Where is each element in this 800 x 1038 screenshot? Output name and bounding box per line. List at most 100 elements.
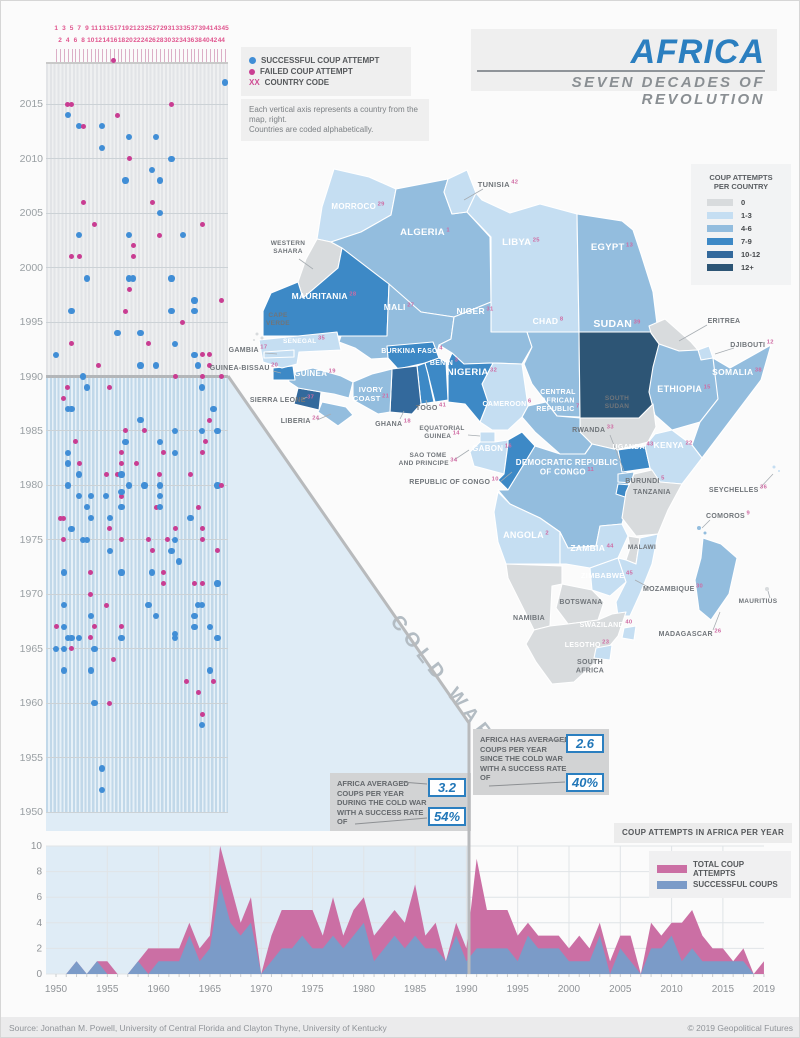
successful-coup-dot-c1-1965 xyxy=(53,645,60,652)
map-label-egypt: EGYPT 13 xyxy=(591,242,634,253)
successful-coup-dot-c13-1954 xyxy=(99,765,106,772)
map-legend-title: COUP ATTEMPTS PER COUNTRY xyxy=(709,173,773,191)
code-tick-23 xyxy=(140,49,142,62)
failed-coup-dot-c29-1972 xyxy=(161,570,167,575)
failed-coup-dot-c44-1980 xyxy=(218,482,224,488)
scatter-year-label-1975: 1975 xyxy=(19,533,43,546)
scatter-legend-label: FAILED COUP ATTEMPT xyxy=(260,67,353,76)
failed-coup-dot-c22-1982 xyxy=(134,461,140,467)
failed-coup-dot-c20-1998 xyxy=(126,286,132,292)
successful-coup-dot-c20-2012 xyxy=(125,133,133,141)
island-seychelles-0 xyxy=(772,465,776,469)
failed-coup-dot-c17-1981 xyxy=(115,472,121,478)
successful-coup-dot-c4-2014 xyxy=(64,112,71,119)
scatter-gridline-1950 xyxy=(46,811,228,813)
code-tick-35 xyxy=(186,49,188,62)
map-legend-label: 10-12 xyxy=(741,250,761,259)
country-code-11: 11 xyxy=(91,25,99,32)
successful-coup-dot-c23-1994 xyxy=(137,329,144,337)
successful-coup-dot-c8-1975 xyxy=(79,536,87,544)
chart-xlabel-1990: 1990 xyxy=(455,984,478,995)
scatter-note: Each vertical axis represents a country … xyxy=(241,99,429,141)
country-code-26: 26 xyxy=(148,37,156,44)
map-legend-label: 1-3 xyxy=(741,211,752,220)
failed-coup-dot-c15-1976 xyxy=(107,526,113,532)
map-label-mauritania: MAURITANIA 28 xyxy=(292,291,357,301)
country-code-38: 38 xyxy=(194,37,202,44)
code-tick-19 xyxy=(125,49,127,62)
map-label-africa: AFRICA xyxy=(576,668,604,675)
map-label-botswana: BOTSWANA xyxy=(559,599,602,606)
successful-coup-dot-c32-1966 xyxy=(172,630,179,637)
country-liberia xyxy=(317,401,354,427)
footer-source: Source: Jonathan M. Powell, University o… xyxy=(9,1023,387,1033)
map-legend-row-1-3: 1-3 xyxy=(707,211,783,220)
code-tick-12 xyxy=(98,49,100,62)
country-code-27: 27 xyxy=(152,25,160,32)
successful-coup-dot-c32-1993 xyxy=(172,340,179,348)
successful-coup-dot-c41-1963 xyxy=(206,667,213,674)
scatter-year-label-1970: 1970 xyxy=(19,588,43,601)
successful-coup-dot-c10-1968 xyxy=(87,612,94,620)
country-code-43: 43 xyxy=(213,25,222,32)
successful-coup-dot-c39-1985 xyxy=(198,427,206,435)
scatter-gridline-1970 xyxy=(46,593,228,595)
country-code-32: 32 xyxy=(171,37,179,44)
title-divider xyxy=(477,70,765,72)
chart-xlabel-1970: 1970 xyxy=(250,984,273,995)
scatter-gridline-1980 xyxy=(46,484,228,486)
scatter-legend: SUCCESSFUL COUP ATTEMPT FAILED COUP ATTEM… xyxy=(241,47,411,96)
code-tick-10 xyxy=(90,49,92,62)
code-tick-40 xyxy=(205,49,207,62)
failed-coup-dot-c29-1983 xyxy=(161,450,167,456)
map-legend-rows: 0 1-3 4-6 7-9 10-12 12+ xyxy=(699,198,783,272)
failed-coup-dot-c30-1975 xyxy=(165,537,171,543)
chart-xlabel-1980: 1980 xyxy=(353,984,376,995)
successful-coup-dot-c4-1987 xyxy=(64,406,71,413)
code-tick-1 xyxy=(56,49,58,62)
successful-coup-dot-c10-1979 xyxy=(87,493,94,500)
country-code-12: 12 xyxy=(94,37,103,44)
map-legend-row-0: 0 xyxy=(707,198,783,207)
chart-legend-label: TOTAL COUP ATTEMPTS xyxy=(693,860,744,878)
scatter-year-label-2000: 2000 xyxy=(19,261,43,274)
country-code-29: 29 xyxy=(160,25,168,32)
country-code-42: 42 xyxy=(210,37,218,44)
successful-coup-dot-c28-1979 xyxy=(156,493,164,500)
code-tick-37 xyxy=(194,49,196,62)
successful-coup-dot-c4-1982 xyxy=(64,460,71,467)
scatter-year-label-1960: 1960 xyxy=(19,697,43,710)
failed-coup-dot-c12-1991 xyxy=(95,363,101,369)
failed-coup-dot-c35-1962 xyxy=(184,678,190,684)
failed-coup-dot-c11-2004 xyxy=(92,221,98,227)
map-legend-swatch-4-6 xyxy=(707,225,733,232)
country-code-21: 21 xyxy=(129,25,137,32)
country-code-3: 3 xyxy=(62,25,66,32)
successful-coup-dot-c43-1971 xyxy=(214,580,221,587)
country-lesotho xyxy=(593,644,613,661)
country-uganda xyxy=(617,445,651,473)
failed-coup-dot-c2-1977 xyxy=(57,515,63,521)
failed-coup-dot-c39-1959 xyxy=(199,711,205,717)
country-code-23: 23 xyxy=(137,25,145,32)
successful-coup-dot-c3-1969 xyxy=(60,601,68,609)
island-cape-verde-0 xyxy=(255,332,259,336)
map-label-verde: VERDE xyxy=(266,320,290,327)
map-label-tunisia: TUNISIA 42 xyxy=(478,180,519,190)
country-code-4: 4 xyxy=(65,37,70,44)
successful-coup-dot-c43-1966 xyxy=(214,634,221,641)
leader-line xyxy=(609,434,625,472)
map-legend-label: 12+ xyxy=(741,263,754,272)
successful-coup-dot-c36-1977 xyxy=(187,514,194,522)
successful-coup-dot-c34-2003 xyxy=(179,231,187,239)
failed-coup-dot-c39-1976 xyxy=(199,526,205,532)
country-code-35: 35 xyxy=(183,25,191,32)
leader-line xyxy=(759,473,774,489)
failed-coup-dot-c18-1979 xyxy=(118,493,124,499)
island-seychelles-1 xyxy=(778,470,780,472)
chart-xlabel-1955: 1955 xyxy=(96,984,119,995)
successful-coup-dot-c20-1980 xyxy=(125,482,133,489)
successful-coup-dot-c7-1979 xyxy=(76,493,83,500)
failed-coup-dot-c18-1975 xyxy=(118,537,124,543)
successful-coup-dot-c13-2011 xyxy=(99,144,106,152)
